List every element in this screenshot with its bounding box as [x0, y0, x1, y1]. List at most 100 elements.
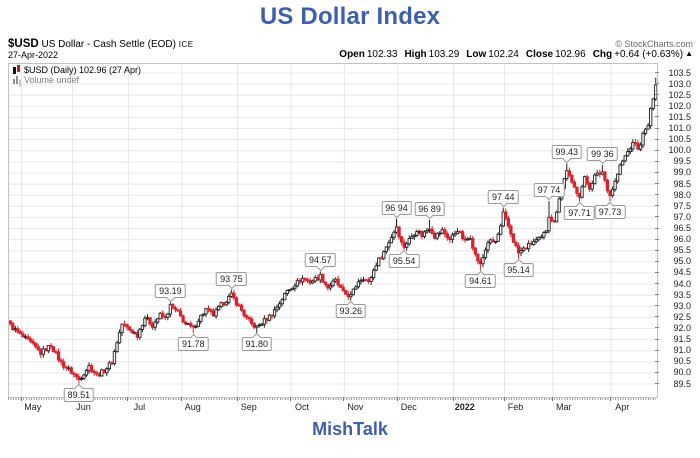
series-legend-label: $USD (Daily) 102.96 (27 Apr) [24, 65, 142, 75]
x-axis-label: Oct [295, 402, 310, 412]
x-axis-label: Sep [240, 402, 257, 412]
y-axis-tick [655, 216, 659, 218]
y-axis-label: 96.5 [673, 223, 691, 233]
y-axis-label: 90.0 [673, 367, 691, 378]
gridlines [9, 64, 657, 397]
x-axis-tick [396, 397, 398, 401]
x-axis-label: Mar [556, 402, 572, 412]
y-axis-tick [655, 149, 659, 151]
chart-header: $USD US Dollar - Cash Settle (EOD) ICE [8, 38, 194, 50]
price-annotation: 89.51 [63, 384, 95, 402]
y-axis-label: 97.0 [673, 211, 691, 222]
y-axis-tick [655, 360, 659, 362]
low-value: 102.24 [488, 49, 519, 60]
high-label: High [404, 49, 427, 60]
y-axis-tick [655, 283, 659, 285]
y-axis-tick [655, 349, 659, 351]
x-axis-tick-strip [8, 398, 656, 400]
y-axis-label: 94.0 [673, 278, 691, 289]
y-axis-label: 95.0 [673, 256, 691, 267]
open-label: Open [339, 49, 365, 60]
volume-legend[interactable]: Volume undef [12, 75, 79, 85]
candles-group [9, 77, 657, 384]
x-axis-label: 2022 [454, 402, 475, 412]
y-axis-tick [655, 238, 659, 240]
plot-area[interactable]: $USD (Daily) 102.96 (27 Apr) Volume unde… [8, 63, 658, 402]
chg-label: Chg [592, 49, 613, 60]
chart-date: 27-Apr-2022 [8, 50, 59, 60]
x-axis-label: Feb [507, 402, 524, 412]
price-annotation: 94.61 [465, 270, 496, 289]
up-arrow-icon: ▲ [685, 49, 693, 58]
y-axis-label: 97.5 [673, 200, 691, 211]
quote-line: Open 102.33 High 103.29 Low 102.24 Close 102.96… [339, 49, 693, 60]
symbol-description: US Dollar - Cash Settle (EOD) [41, 39, 176, 50]
y-axis-tick [655, 249, 659, 251]
volume-icon [12, 75, 21, 85]
candlestick-chart [9, 64, 657, 397]
price-annotation: 93.26 [335, 300, 367, 319]
y-axis-label: 99.5 [673, 156, 691, 167]
y-axis-label: 102.0 [668, 100, 691, 111]
copyright: © StockCharts.com [615, 39, 693, 49]
y-axis-label: 92.5 [673, 311, 691, 322]
y-axis-label: 102.5 [668, 89, 691, 100]
volume-legend-label: Volume undef [24, 75, 80, 85]
y-axis-label: 91.5 [673, 334, 691, 345]
y-axis-tick [655, 316, 659, 318]
page-title: US Dollar Index [259, 3, 441, 30]
x-axis-tick [610, 397, 612, 401]
y-axis-tick [655, 116, 659, 118]
y-axis-tick [655, 127, 659, 129]
y-axis-tick [655, 271, 659, 273]
y-axis-tick [655, 105, 659, 107]
y-axis-label: 92.0 [673, 322, 691, 333]
y-axis-tick [655, 294, 659, 296]
price-annotation: 96.94 [381, 200, 412, 219]
x-axis-tick [290, 397, 292, 401]
x-axis-label: Jun [76, 402, 91, 412]
y-axis-tick [655, 383, 659, 384]
price-annotation: 97.44 [487, 189, 519, 208]
x-axis-tick [180, 397, 182, 401]
price-annotation: 91.80 [241, 333, 273, 351]
close-label: Close [525, 49, 554, 60]
y-axis-label: 100.5 [668, 134, 691, 145]
y-axis-label: 98.5 [673, 178, 691, 189]
symbol: $USD [8, 38, 39, 50]
x-axis-label: Apr [615, 402, 630, 412]
high-value: 103.29 [428, 49, 460, 60]
price-annotation: 99.36 [587, 146, 618, 165]
y-axis-tick [655, 305, 659, 307]
y-axis-label: 101.5 [668, 111, 691, 122]
y-axis-label: 98.0 [673, 189, 691, 200]
x-axis-tick [127, 397, 129, 401]
y-axis-tick [655, 205, 659, 207]
price-annotation: 99.43 [551, 145, 583, 164]
low-label: Low [466, 49, 487, 60]
y-axis-tick [655, 327, 659, 329]
y-axis-tick [655, 160, 659, 162]
x-axis-tick [503, 397, 505, 401]
y-axis-tick [655, 371, 659, 373]
x-axis-label: Aug [184, 402, 201, 412]
y-axis-label: 89.5 [673, 378, 691, 389]
series-legend[interactable]: $USD (Daily) 102.96 (27 Apr) [12, 65, 141, 75]
x-axis-tick [343, 397, 345, 401]
chg-value: +0.64 (+0.63%) [614, 49, 684, 60]
y-axis-tick [655, 183, 659, 185]
footer-brand: MishTalk [312, 419, 388, 439]
price-annotation: 95.54 [388, 250, 420, 268]
y-axis-tick [655, 138, 659, 140]
price-annotation: 97.71 [564, 201, 595, 220]
x-axis-label: May [24, 402, 42, 412]
y-axis-tick [655, 72, 659, 73]
y-axis-label: 90.5 [673, 356, 691, 367]
x-axis-tick [236, 397, 238, 401]
price-annotation: 97.74 [533, 182, 565, 201]
y-axis-tick [655, 338, 659, 340]
y-axis-tick [655, 260, 659, 262]
x-axis-label: Dec [400, 402, 417, 412]
close-value: 102.96 [555, 49, 586, 60]
